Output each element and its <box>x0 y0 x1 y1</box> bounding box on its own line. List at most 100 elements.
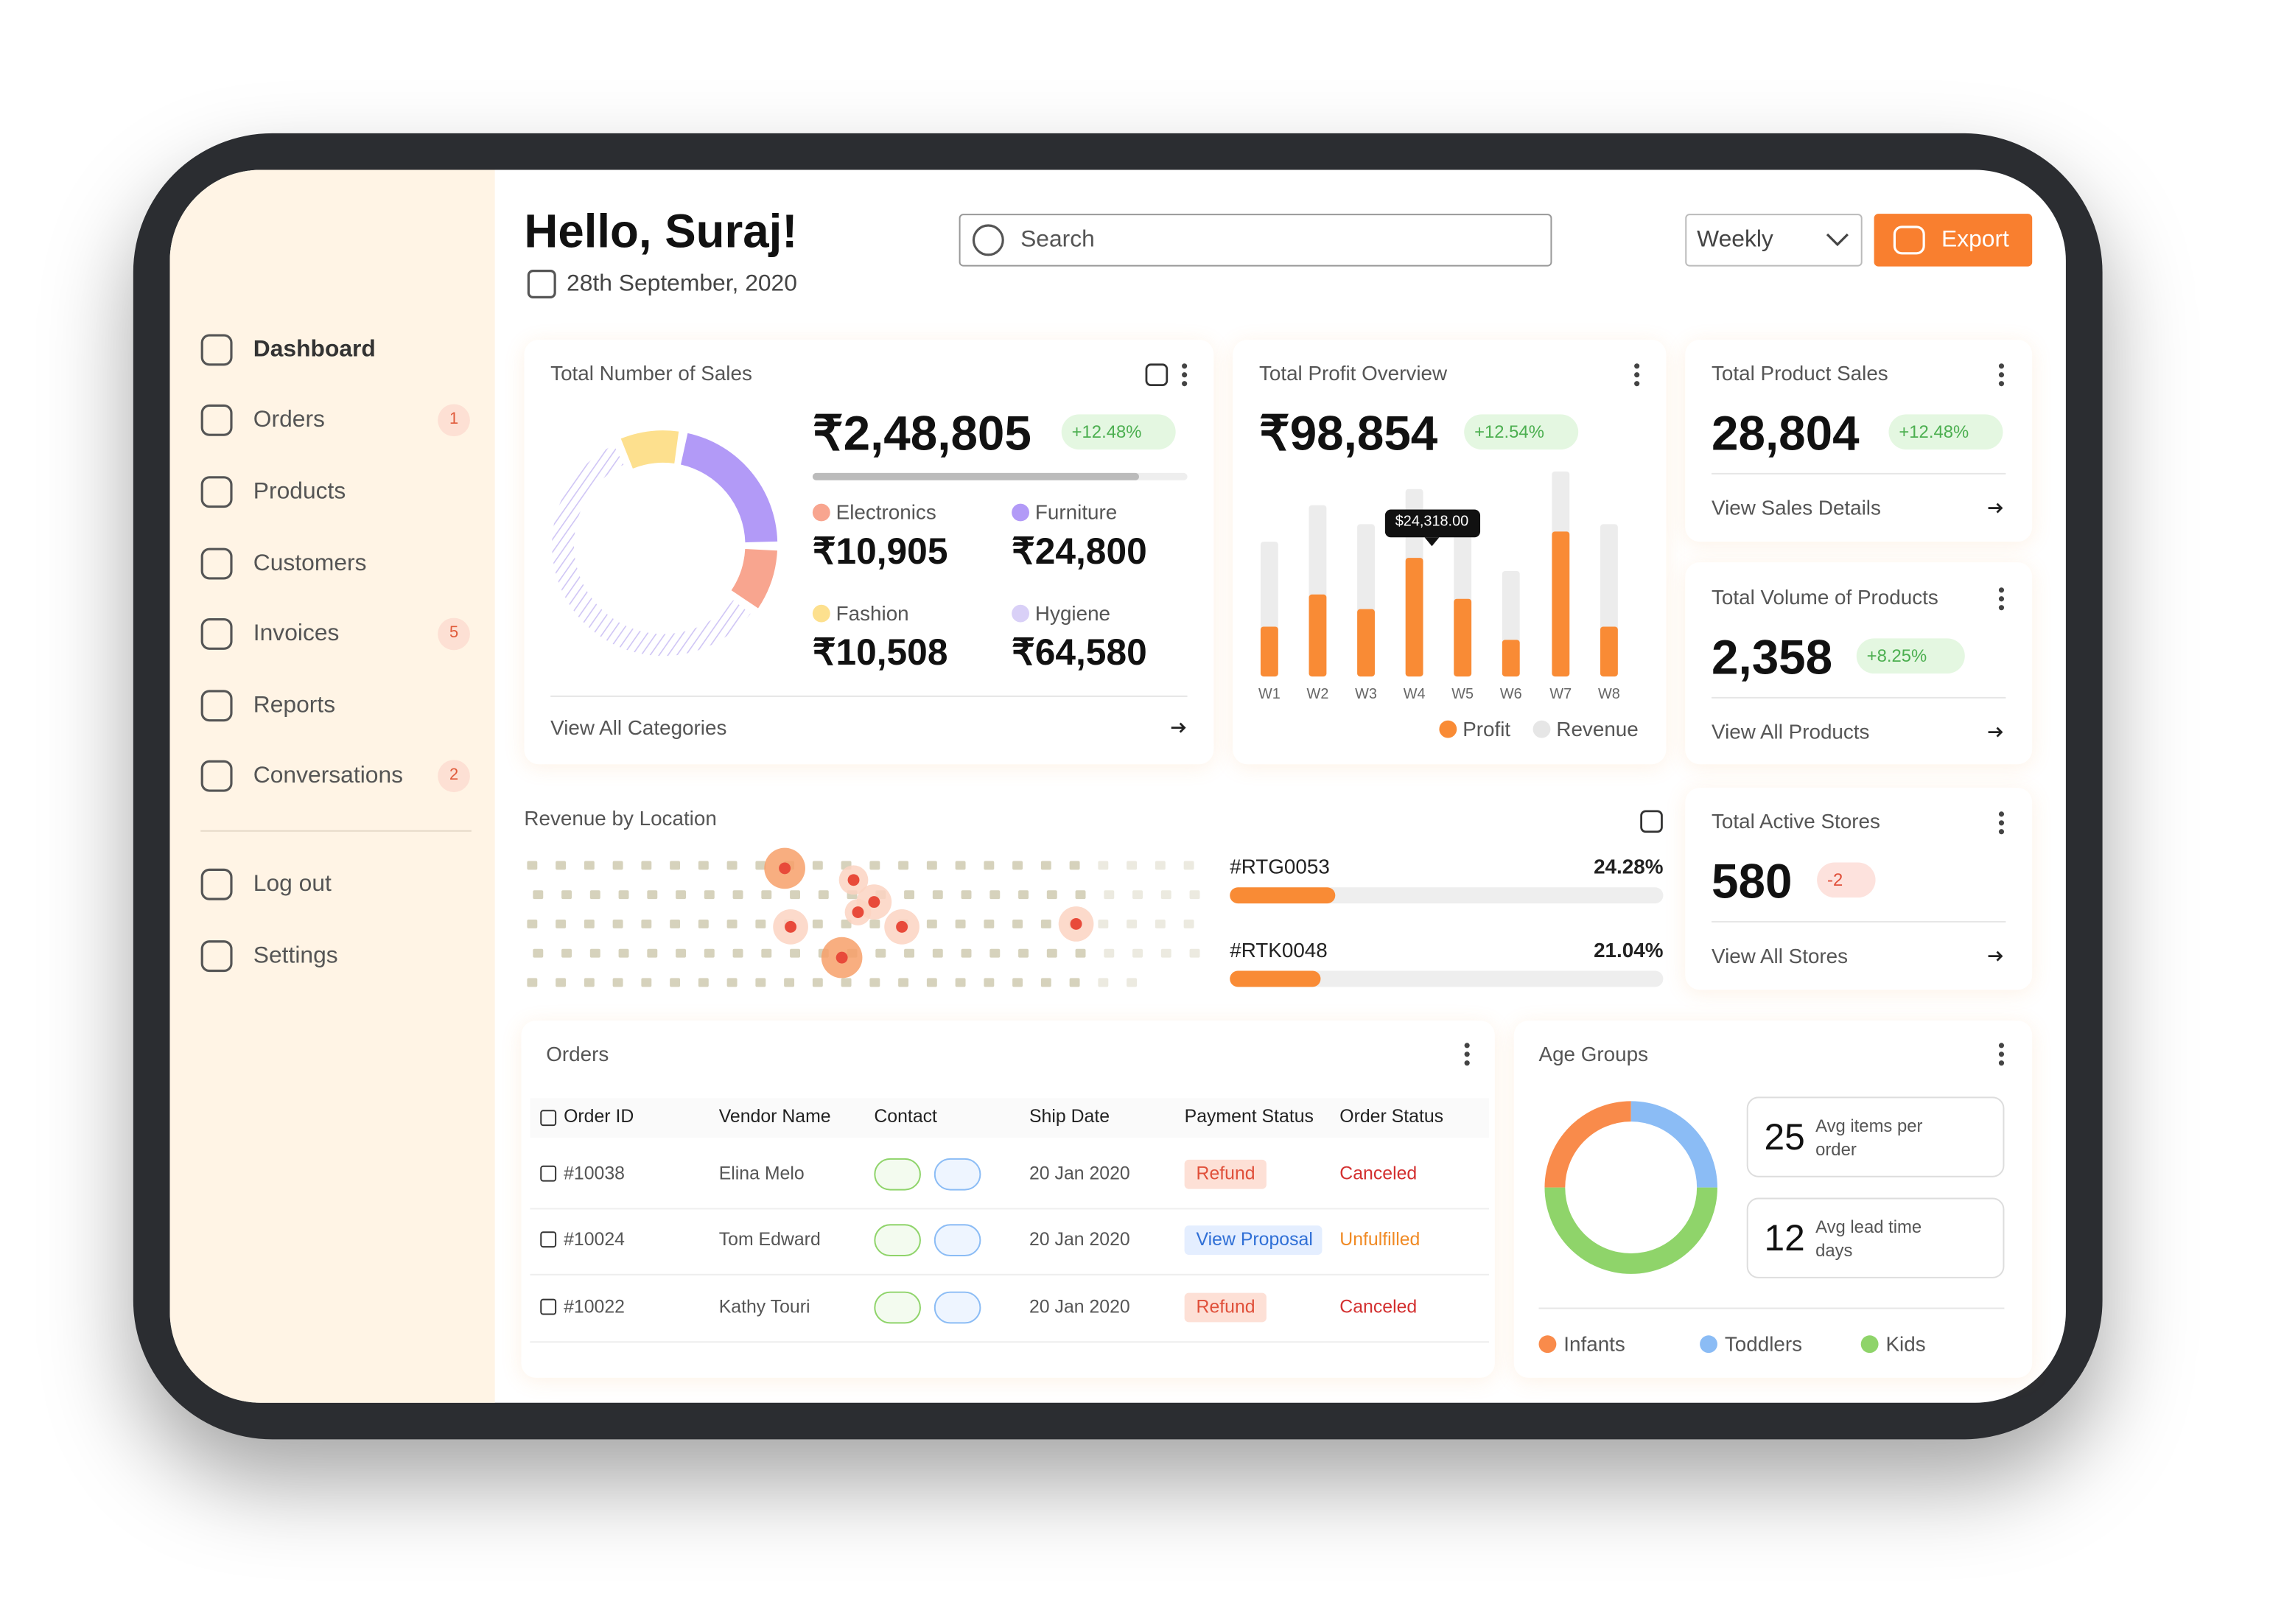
payment-badge <box>1184 1292 1267 1323</box>
change-label: +12.54% <box>1474 421 1544 442</box>
checkbox[interactable] <box>540 1165 557 1182</box>
card-title: Total Volume of Products <box>1712 585 1938 609</box>
arrow <box>1988 503 2003 514</box>
donut-segment <box>1630 1101 1717 1188</box>
map-dot <box>841 978 852 987</box>
nav-item: Customers <box>253 550 367 576</box>
menu-dot <box>1998 829 2005 835</box>
map-dot <box>670 861 681 870</box>
x-tick-label: W3 <box>1355 686 1377 703</box>
map-dot <box>1132 948 1143 958</box>
search-box[interactable] <box>959 214 1552 267</box>
map-dot <box>869 861 880 870</box>
export-label: Export <box>1941 227 2009 253</box>
map-dot <box>1012 919 1023 928</box>
payment-status: Refund <box>1196 1296 1255 1317</box>
map-dot <box>641 919 652 928</box>
legend-dot <box>1538 1335 1557 1354</box>
divider <box>1712 920 2006 923</box>
map-dot <box>676 948 686 958</box>
map-dot <box>932 890 943 900</box>
call-button[interactable] <box>874 1224 921 1257</box>
checkbox <box>540 1110 557 1127</box>
map-dot <box>1127 978 1138 987</box>
mail-button[interactable] <box>933 1224 981 1257</box>
menu-dot <box>1634 381 1640 387</box>
card-link: View Sales Details <box>1712 495 1881 519</box>
nav-badge-count: 5 <box>449 624 459 643</box>
map-dot <box>812 919 823 928</box>
x-tick-label: W4 <box>1403 686 1426 703</box>
legend-dot <box>1532 720 1551 738</box>
cell: 20 Jan 2020 <box>1029 1229 1130 1250</box>
row-divider <box>530 1273 1489 1275</box>
menu-dot <box>1998 1051 2005 1057</box>
change-pill <box>1061 414 1176 450</box>
progress-track <box>1230 970 1664 987</box>
location-share: 21.04% <box>1594 937 1664 962</box>
menu-dot <box>1998 372 2005 378</box>
map-dot <box>612 919 623 928</box>
map-dot <box>527 919 538 928</box>
bar <box>1405 558 1423 677</box>
legend-dot <box>1700 1335 1717 1354</box>
card-link: View All Categories <box>550 715 727 739</box>
legend-dot <box>1439 720 1457 738</box>
checkbox[interactable] <box>540 1298 557 1315</box>
icon <box>200 547 233 580</box>
cell: #10024 <box>564 1229 625 1250</box>
map-dot <box>926 919 937 928</box>
icon <box>200 617 233 650</box>
map-dot <box>670 978 681 987</box>
export-icon <box>1893 225 1925 255</box>
map-dot <box>955 919 966 928</box>
map-dot <box>761 948 772 958</box>
icon <box>200 760 233 792</box>
export-button[interactable] <box>1874 214 2033 267</box>
tooltip <box>1384 509 1481 538</box>
payment-badge <box>1184 1225 1323 1256</box>
payment-status: View Proposal <box>1196 1229 1313 1250</box>
checkbox[interactable] <box>540 1231 557 1248</box>
nav-item: Invoices <box>253 621 340 647</box>
map-dot <box>1069 978 1080 987</box>
map-dot <box>1155 919 1166 928</box>
menu-dot <box>1998 811 2005 817</box>
add-icon <box>1145 363 1169 387</box>
icon <box>200 690 233 722</box>
arrow <box>1171 722 1186 733</box>
map-dot <box>984 919 995 928</box>
call-button[interactable] <box>874 1291 921 1324</box>
map-dot <box>698 978 709 987</box>
map-dot <box>1069 861 1080 870</box>
bar <box>1357 609 1375 677</box>
map-dot <box>1040 978 1051 987</box>
hotspot <box>836 951 848 964</box>
map-dot <box>790 948 800 958</box>
map-dot <box>726 861 738 870</box>
icon <box>200 940 233 973</box>
location-id: #RTK0048 <box>1230 937 1328 962</box>
map-dot <box>984 861 995 870</box>
cell: 20 Jan 2020 <box>1029 1163 1130 1184</box>
mail-button[interactable] <box>933 1291 981 1324</box>
order-status: Unfulfilled <box>1339 1229 1421 1250</box>
change-pill <box>1817 862 1876 898</box>
cell: #10038 <box>564 1163 625 1184</box>
call-button[interactable] <box>874 1158 921 1191</box>
orders-card <box>521 1021 1495 1378</box>
map-dot <box>1155 861 1166 870</box>
greeting: Hello, Suraj! <box>524 204 798 258</box>
mail-button[interactable] <box>933 1158 981 1191</box>
map-dot <box>1132 890 1143 900</box>
card-title: Total Number of Sales <box>550 361 752 385</box>
tooltip-label: $24,318.00 <box>1395 514 1469 531</box>
map-dot <box>818 890 829 900</box>
map-dot <box>556 978 567 987</box>
nav-item: Settings <box>253 943 338 969</box>
menu-dot <box>1634 372 1640 378</box>
map-dot <box>898 978 909 987</box>
cell: #10022 <box>564 1296 625 1317</box>
period: Weekly <box>1697 227 1773 253</box>
